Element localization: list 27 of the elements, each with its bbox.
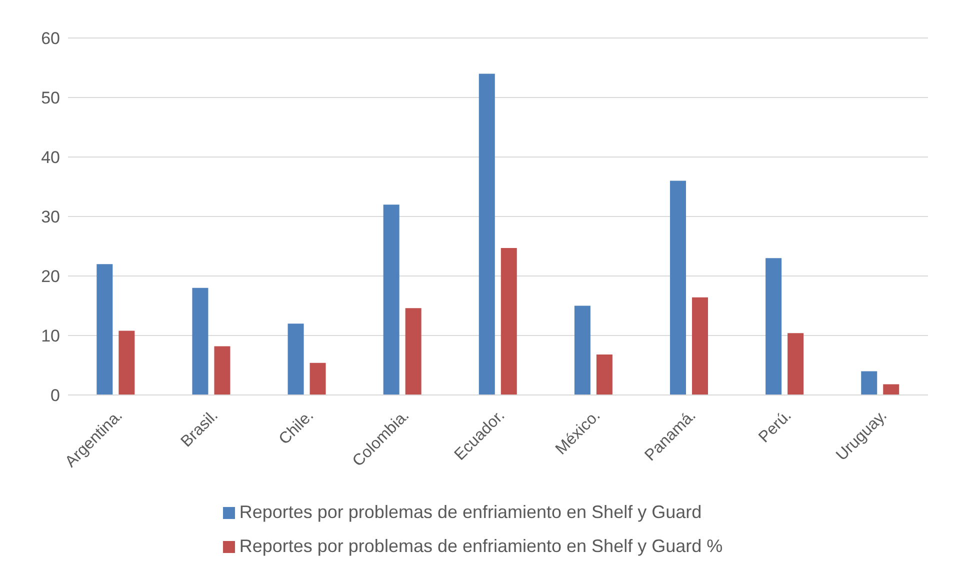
bar (192, 288, 208, 395)
bar (766, 258, 782, 395)
bar (405, 308, 422, 395)
bar (500, 248, 517, 395)
y-tick-label: 60 (41, 29, 60, 48)
bar (596, 354, 612, 395)
bar (670, 180, 686, 395)
bar (383, 204, 400, 395)
bar (118, 330, 135, 395)
bar (310, 362, 326, 395)
bar (883, 384, 900, 395)
bar (574, 306, 590, 395)
bar (788, 333, 804, 395)
legend-label: Reportes por problemas de enfriamiento en Shelf y Guard (239, 502, 702, 522)
legend-label: Reportes por problemas de enfriamiento en Shelf y Guard % (239, 536, 723, 556)
bar (96, 264, 113, 395)
y-tick-label: 50 (41, 88, 60, 108)
bar (861, 371, 878, 395)
y-tick-label: 30 (41, 208, 60, 227)
bar (288, 324, 304, 395)
bar (214, 346, 230, 395)
bar (692, 297, 708, 395)
bar (478, 74, 495, 395)
y-tick-label: 10 (41, 326, 60, 346)
y-tick-label: 0 (50, 386, 60, 406)
y-tick-label: 20 (41, 267, 60, 286)
y-tick-label: 40 (41, 148, 60, 168)
